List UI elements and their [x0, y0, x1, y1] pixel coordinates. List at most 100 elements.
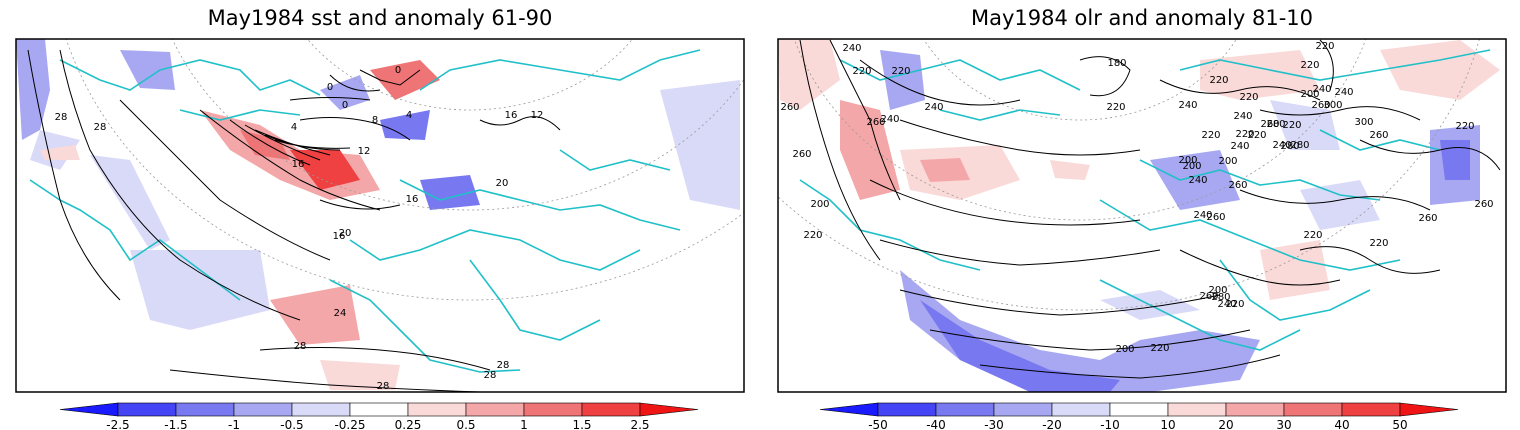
- olr-contour-label: 280: [1290, 140, 1309, 151]
- olr-anom-blob-blue: [1300, 180, 1380, 230]
- sst-anom-blob-blue: [120, 50, 175, 90]
- olr-contour-label: 260: [1260, 119, 1279, 130]
- sst-contour-label: 28: [94, 122, 107, 133]
- olr-contour-label: 240: [924, 102, 943, 113]
- olr-contour-label: 220: [803, 230, 822, 241]
- olr-contour-label: 280: [1280, 141, 1299, 152]
- sst-contour-label: 24: [334, 308, 347, 319]
- olr-colorbar-cell: [1341, 402, 1401, 417]
- sst-anomaly-shading: [16, 39, 740, 390]
- olr-colorbar-cell: [1051, 402, 1111, 417]
- olr-colorbar-tick-label: 30: [1276, 418, 1291, 430]
- olr-colorbar-tick-label: -10: [1100, 418, 1120, 430]
- sst-colorbar: -2.5 -1.5 -1 -0.5 -0.25 0.25 0.5 1 1.5 2.5: [59, 402, 699, 430]
- olr-contour-label: 220: [1225, 299, 1244, 310]
- olr-contour-label: 220: [1235, 129, 1254, 140]
- olr-contour-label: 260: [1199, 291, 1218, 302]
- olr-contour-label: 220: [1315, 41, 1334, 52]
- olr-contour-label: 200: [1182, 161, 1201, 172]
- olr-colorbar-cell: [1109, 402, 1169, 417]
- sst-hemisphere-disk: [16, 39, 740, 392]
- sst-contours: [27, 49, 561, 392]
- olr-contour-label: 300: [1354, 117, 1373, 128]
- sst-contour-label: 16: [333, 231, 346, 242]
- sst-contour-label: 4: [406, 110, 412, 121]
- olr-colorbar-tick-label: 20: [1218, 418, 1233, 430]
- olr-contour-label: 200: [1300, 89, 1319, 100]
- sst-colorbar-tick-label: 1: [520, 418, 528, 430]
- olr-colorbar: -50 -40 -30 -20 -10 10 20 30 40 50: [819, 402, 1459, 430]
- sst-contour-label: 16: [505, 110, 518, 121]
- olr-anom-blob-blue: [1150, 150, 1240, 210]
- olr-anom-blob-blue: [920, 300, 1120, 392]
- sst-anom-blob-blue: [660, 80, 740, 210]
- sst-colorbar-tick-label: -2.5: [106, 418, 129, 430]
- olr-colorbar-tick-label: 40: [1334, 418, 1349, 430]
- sst-map-frame: [15, 38, 745, 393]
- sst-colorbar-cell: [465, 402, 525, 417]
- sst-anom-blob-red: [270, 285, 360, 345]
- olr-contour-label: 220: [1300, 60, 1319, 71]
- olr-contour-label: 260: [1206, 212, 1225, 223]
- olr-anomaly-shading: [778, 39, 1500, 392]
- olr-contours: [799, 39, 1501, 379]
- olr-contour-label: 200: [1218, 156, 1237, 167]
- olr-contour-label: 200: [1115, 344, 1134, 355]
- olr-contour-label: 220: [1106, 102, 1125, 113]
- olr-contour-label: 260: [866, 117, 885, 128]
- sst-contour-label: 28: [55, 112, 68, 123]
- olr-colorbar-cell: [1225, 402, 1285, 417]
- chart-title-olr: May1984 olr and anomaly 81-10: [970, 6, 1314, 30]
- sst-colorbar-tick-label: -0.5: [280, 418, 303, 430]
- olr-contour-label: 220: [1247, 130, 1266, 141]
- sst-colorbar-cell: [175, 402, 235, 417]
- olr-colorbar-tick-label: -50: [868, 418, 888, 430]
- olr-contour-label: 220: [1209, 75, 1228, 86]
- sst-anom-blob-blue: [420, 175, 480, 210]
- olr-colorbar-tick-label: -40: [926, 418, 946, 430]
- sst-contour-label: 20: [339, 228, 352, 239]
- sst-contour-label: 0: [327, 82, 333, 93]
- olr-colorbar-max-arrow: [1399, 402, 1459, 417]
- olr-colorbar-cell: [993, 402, 1053, 417]
- sst-contour-label: 20: [496, 178, 509, 189]
- sst-contour-label: 16: [406, 194, 419, 205]
- sst-anom-blob-red: [240, 130, 290, 160]
- olr-contour-label: 260: [1228, 180, 1247, 191]
- olr-contour-label: 200: [810, 199, 829, 210]
- olr-colorbar-tick-label: 50: [1392, 418, 1407, 430]
- sst-coastlines: [29, 49, 701, 373]
- sst-colorbar-tick-label: 1.5: [572, 418, 591, 430]
- sst-colorbar-max-arrow: [639, 402, 699, 417]
- olr-contour-label: 260: [1418, 213, 1437, 224]
- olr-colorbar-tick-label: -30: [984, 418, 1004, 430]
- olr-contour-label: 240: [842, 43, 861, 54]
- olr-contour-label: 220: [1369, 238, 1388, 249]
- sst-contour-label: 8: [372, 115, 378, 126]
- sst-colorbar-cell: [349, 402, 409, 417]
- sst-anom-blob-red: [320, 360, 400, 390]
- olr-contour-label: 220: [1455, 121, 1474, 132]
- olr-colorbar-tick-label: -20: [1042, 418, 1062, 430]
- olr-anom-blob-red: [778, 39, 840, 110]
- chart-title-sst: May1984 sst and anomaly 61-90: [207, 6, 553, 30]
- olr-contour-label: 240: [1188, 175, 1207, 186]
- olr-contour-label: 280: [1266, 119, 1285, 130]
- olr-contour-label: 180: [1107, 58, 1126, 69]
- olr-contour-label: 240: [1233, 111, 1252, 122]
- olr-contour-label: 240: [1272, 140, 1291, 151]
- olr-anom-blob-red: [920, 158, 970, 182]
- olr-contour-label: 220: [891, 66, 910, 77]
- olr-colorbar-tick-label: 10: [1160, 418, 1175, 430]
- sst-contour-label: 12: [531, 110, 544, 121]
- sst-colorbar-cell: [291, 402, 351, 417]
- sst-colorbar-cell: [407, 402, 467, 417]
- olr-contour-label: 300: [1323, 100, 1342, 111]
- olr-contour-label: 260: [1474, 199, 1493, 210]
- olr-contour-label: 220: [1303, 230, 1322, 241]
- olr-contour-label: 240: [880, 114, 899, 125]
